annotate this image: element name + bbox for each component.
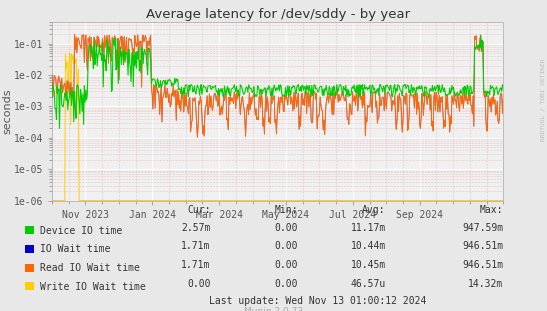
Title: Average latency for /dev/sddy - by year: Average latency for /dev/sddy - by year [146, 7, 410, 21]
Text: 10.44m: 10.44m [351, 241, 386, 251]
Text: Min:: Min: [275, 205, 298, 215]
Text: 0.00: 0.00 [275, 241, 298, 251]
Text: Max:: Max: [480, 205, 503, 215]
Text: Last update: Wed Nov 13 01:00:12 2024: Last update: Wed Nov 13 01:00:12 2024 [208, 296, 426, 306]
Text: Device IO time: Device IO time [40, 226, 122, 236]
Text: 0.00: 0.00 [275, 260, 298, 270]
Text: Write IO Wait time: Write IO Wait time [40, 282, 146, 292]
Text: 1.71m: 1.71m [181, 260, 211, 270]
Text: 11.17m: 11.17m [351, 223, 386, 233]
Text: 1.71m: 1.71m [181, 241, 211, 251]
Text: Read IO Wait time: Read IO Wait time [40, 263, 140, 273]
Text: 0.00: 0.00 [275, 279, 298, 289]
Text: Avg:: Avg: [362, 205, 386, 215]
Text: Cur:: Cur: [187, 205, 211, 215]
Text: 0.00: 0.00 [275, 223, 298, 233]
Text: IO Wait time: IO Wait time [40, 244, 110, 254]
Text: 947.59m: 947.59m [462, 223, 503, 233]
Text: 46.57u: 46.57u [351, 279, 386, 289]
Text: 946.51m: 946.51m [462, 260, 503, 270]
Text: 10.45m: 10.45m [351, 260, 386, 270]
Text: RRDTOOL / TOBI OETIKER: RRDTOOL / TOBI OETIKER [541, 58, 546, 141]
Y-axis label: seconds: seconds [2, 88, 12, 134]
Text: 2.57m: 2.57m [181, 223, 211, 233]
Text: Munin 2.0.73: Munin 2.0.73 [244, 307, 303, 311]
Text: 14.32m: 14.32m [468, 279, 503, 289]
Text: 0.00: 0.00 [187, 279, 211, 289]
Text: 946.51m: 946.51m [462, 241, 503, 251]
